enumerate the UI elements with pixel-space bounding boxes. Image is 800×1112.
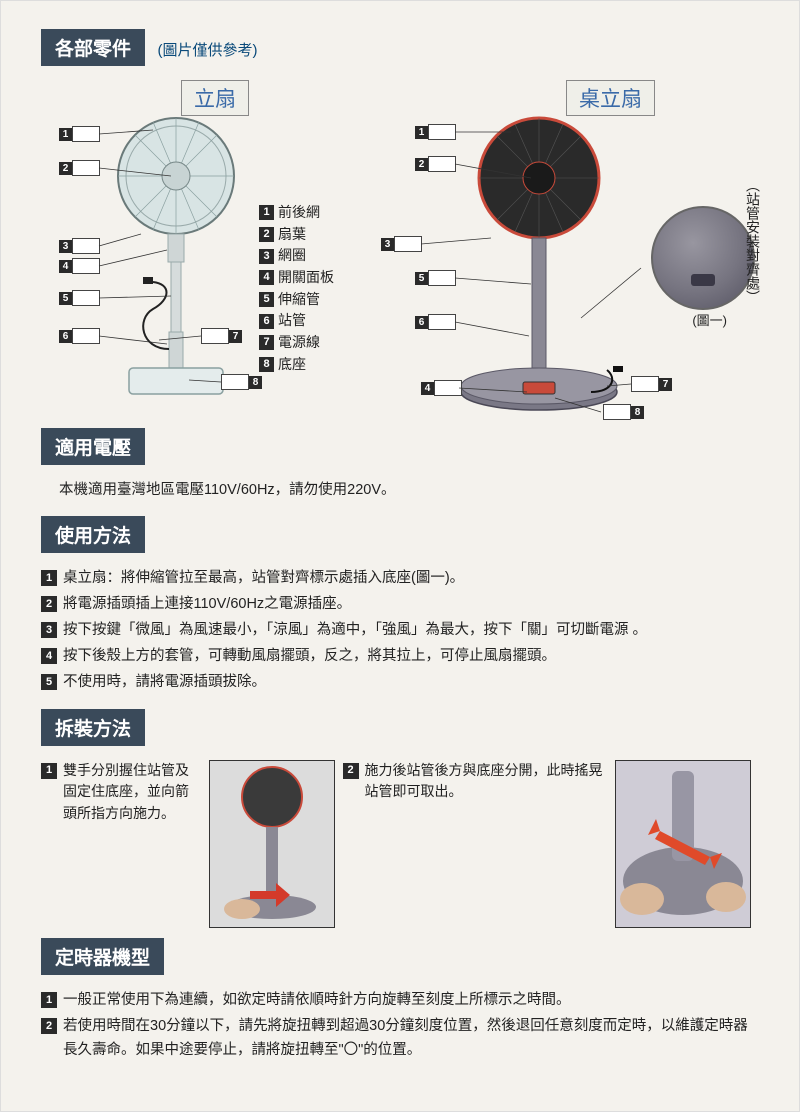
legend-row: 7電源線 — [259, 332, 334, 354]
disasm-photo-1 — [209, 760, 335, 928]
legend-row: 1前後網 — [259, 202, 334, 224]
usage-item: 將電源插頭插上連接110V/60Hz之電源插座。 — [63, 593, 759, 617]
detail-caption: (圖一) — [692, 310, 727, 329]
section-parts-header-row: 各部零件 (圖片僅供參考) — [41, 29, 759, 74]
section-usage-title: 使用方法 — [41, 516, 145, 553]
usage-item: 不使用時，請將電源插頭拔除。 — [63, 671, 759, 695]
timer-item: 若使用時間在30分鐘以下，請先將旋扭轉到超過30分鐘刻度位置，然後退回任意刻度而… — [63, 1015, 759, 1063]
legend-row: 6站管 — [259, 310, 334, 332]
disasm-photo-2 — [615, 760, 751, 928]
timer-item: 一般正常使用下為連續，如欲定時請依順時針方向旋轉至刻度上所標示之時間。 — [63, 989, 759, 1013]
legend-row: 3網圈 — [259, 245, 334, 267]
disasm-step-1: 雙手分別握住站管及固定住底座，並向箭頭所指方向施力。 — [63, 760, 201, 928]
timer-list: 1一般正常使用下為連續，如欲定時請依順時針方向旋轉至刻度上所標示之時間。 2若使… — [41, 989, 759, 1063]
usage-item: 按下按鍵「微風」為風速最小，「涼風」為適中，「強風」為最大，按下「關」可切斷電源… — [63, 619, 759, 643]
alignment-detail-inset — [651, 206, 755, 310]
voltage-text: 本機適用臺灣地區電壓110V/60Hz，請勿使用220V。 — [59, 479, 759, 502]
section-timer-title: 定時器機型 — [41, 938, 164, 975]
usage-item: 桌立扇：將伸縮管拉至最高，站管對齊標示處插入底座(圖一)。 — [63, 567, 759, 591]
manual-page: 各部零件 (圖片僅供參考) 立扇 桌立扇 1 — [0, 0, 800, 1112]
parts-diagram-area: 立扇 桌立扇 1 2 3 4 5 6 — [41, 78, 759, 428]
detail-vertical-label: ︵站管安裝對齊處︶ — [743, 178, 763, 304]
disasm-step-2: 施力後站管後方與底座分開，此時搖晃站管即可取出。 — [365, 760, 607, 928]
legend-row: 5伸縮管 — [259, 289, 334, 311]
parts-legend: 1前後網 2扇葉 3網圈 4開關面板 5伸縮管 6站管 7電源線 8底座 — [259, 202, 334, 376]
section-parts-title: 各部零件 — [41, 29, 145, 66]
disassembly-row: 1 雙手分別握住站管及固定住底座，並向箭頭所指方向施力。 2 施力後站管後方與底… — [41, 760, 759, 928]
section-voltage-title: 適用電壓 — [41, 428, 145, 465]
legend-row: 8底座 — [259, 354, 334, 376]
legend-row: 2扇葉 — [259, 224, 334, 246]
section-parts-note: (圖片僅供參考) — [157, 42, 257, 59]
usage-item: 按下後殼上方的套管，可轉動風扇擺頭，反之，將其拉上，可停止風扇擺頭。 — [63, 645, 759, 669]
legend-row: 4開關面板 — [259, 267, 334, 289]
usage-list: 1桌立扇：將伸縮管拉至最高，站管對齊標示處插入底座(圖一)。 2將電源插頭插上連… — [41, 567, 759, 695]
section-disasm-title: 拆裝方法 — [41, 709, 145, 746]
